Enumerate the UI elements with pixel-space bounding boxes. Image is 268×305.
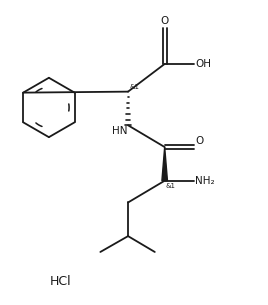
Text: O: O bbox=[161, 16, 169, 26]
Polygon shape bbox=[162, 147, 168, 181]
Text: HN: HN bbox=[111, 126, 127, 136]
Text: NH₂: NH₂ bbox=[195, 176, 215, 186]
Text: OH: OH bbox=[195, 59, 211, 69]
Text: &1: &1 bbox=[129, 84, 139, 90]
Text: &1: &1 bbox=[166, 183, 176, 189]
Text: O: O bbox=[195, 136, 204, 145]
Text: HCl: HCl bbox=[50, 275, 72, 288]
